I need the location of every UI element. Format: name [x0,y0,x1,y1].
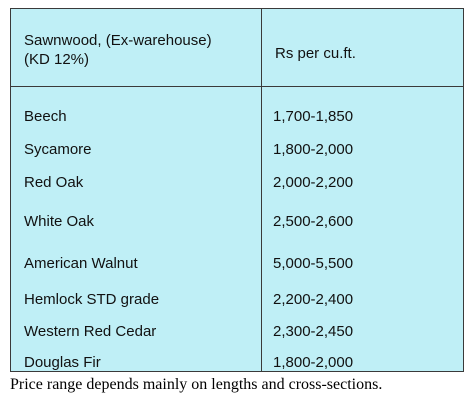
table-row: Hemlock STD grade 2,200-2,400 [11,288,463,312]
price-cell: 2,000-2,200 [273,174,354,191]
species-cell: Hemlock STD grade [24,291,160,308]
header-sawnwood: Sawnwood, (Ex-warehouse) (KD 12%) [24,32,212,68]
price-table: Sawnwood, (Ex-warehouse) (KD 12%) Rs per… [10,8,464,372]
species-cell: Western Red Cedar [24,323,157,340]
header-price-unit: Rs per cu.ft. [275,45,356,62]
price-cell: 1,800-2,000 [273,354,354,371]
table-row: American Walnut 5,000-5,500 [11,252,463,276]
price-cell: 2,200-2,400 [273,291,354,308]
header-divider [11,86,463,87]
price-cell: 2,300-2,450 [273,323,354,340]
price-cell: 1,800-2,000 [273,141,354,158]
species-cell: Beech [24,108,67,125]
column-divider [261,9,262,371]
species-cell: American Walnut [24,255,138,272]
table-row: Red Oak 2,000-2,200 [11,171,463,195]
species-cell: Douglas Fir [24,354,101,371]
price-cell: 5,000-5,500 [273,255,354,272]
price-cell: 1,700-1,850 [273,108,354,125]
table-row: Western Red Cedar 2,300-2,450 [11,320,463,344]
table-row: Sycamore 1,800-2,000 [11,138,463,162]
species-cell: Sycamore [24,141,92,158]
table-row: White Oak 2,500-2,600 [11,210,463,234]
table-row: Beech 1,700-1,850 [11,105,463,129]
species-cell: Red Oak [24,174,84,191]
table-row: Douglas Fir 1,800-2,000 [11,351,463,375]
footnote: Price range depends mainly on lengths an… [10,376,383,393]
species-cell: White Oak [24,213,95,230]
price-cell: 2,500-2,600 [273,213,354,230]
